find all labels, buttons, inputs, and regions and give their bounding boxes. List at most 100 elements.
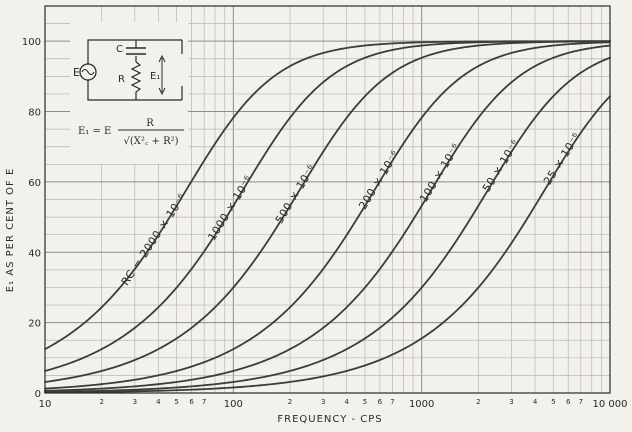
data-point — [289, 204, 291, 207]
x-minor-tick-label: 5 — [363, 398, 367, 406]
data-point — [289, 306, 291, 309]
data-point — [420, 286, 423, 289]
x-minor-tick-label: 7 — [202, 398, 206, 406]
y-tick-label: 0 — [35, 389, 41, 400]
source-label: E — [73, 66, 80, 79]
data-point — [133, 267, 136, 270]
series-line-1 — [44, 40, 610, 372]
series-line-5 — [44, 56, 611, 393]
data-point — [100, 306, 103, 309]
circuit-wires — [87, 39, 183, 101]
data-point — [214, 142, 216, 145]
series-line-2 — [44, 40, 611, 383]
data-point — [232, 381, 235, 383]
chart-curves — [44, 40, 611, 394]
y-tick-label: 100 — [22, 37, 41, 48]
data-point — [477, 41, 480, 44]
data-point — [420, 116, 423, 119]
x-minor-tick-label: 2 — [288, 398, 292, 406]
data-point — [552, 174, 555, 177]
y-tick-label: 40 — [28, 248, 41, 259]
x-minor-tick-label: 7 — [390, 398, 394, 406]
y-tick-label: 80 — [28, 108, 41, 119]
x-minor-tick-label: 5 — [174, 398, 178, 406]
formula-numerator: R — [146, 118, 154, 129]
output-label: E₁ — [150, 71, 160, 82]
series-line-6 — [44, 95, 611, 394]
x-minor-tick-label: 2 — [99, 398, 103, 406]
data-point — [232, 386, 235, 389]
data-point — [510, 150, 513, 153]
x-axis-label: FREQUENCY - CPS — [277, 414, 382, 425]
data-point — [322, 81, 325, 83]
sine-wave-icon — [81, 68, 95, 76]
series-line-4 — [44, 44, 611, 392]
data-point — [364, 337, 366, 340]
data-point — [579, 71, 582, 74]
data-point — [364, 95, 366, 98]
data-point — [579, 131, 582, 134]
x-minor-tick-label: 4 — [344, 398, 349, 406]
data-point — [232, 369, 235, 372]
data-point — [232, 116, 235, 119]
data-point — [175, 337, 178, 340]
inset-panel — [70, 22, 188, 164]
data-point — [477, 286, 480, 289]
data-point — [477, 44, 480, 47]
x-minor-tick-label: 3 — [321, 398, 325, 406]
data-point — [322, 150, 325, 153]
data-point — [477, 204, 480, 207]
formula-lhs: E₁ = E — [78, 126, 111, 137]
data-point — [232, 348, 235, 350]
data-point — [420, 41, 423, 44]
data-point — [175, 286, 178, 289]
data-point — [364, 286, 366, 289]
data-point — [510, 81, 513, 83]
data-point — [364, 364, 366, 367]
x-minor-tick-label: 4 — [156, 398, 161, 406]
data-point — [420, 337, 423, 340]
data-point — [175, 204, 178, 207]
data-point — [477, 65, 480, 68]
data-point — [420, 204, 423, 207]
x-tick-label: 100 — [224, 399, 243, 410]
y-axis-ticks: 0 20 40 60 80 100 — [22, 37, 41, 400]
x-tick-label: 1000 — [409, 399, 434, 410]
data-point — [322, 359, 325, 361]
data-point — [420, 56, 423, 59]
data-point — [322, 327, 325, 329]
data-point — [477, 116, 480, 119]
data-point — [133, 327, 136, 329]
x-minor-tick-label: 3 — [509, 398, 513, 406]
x-minor-tick-label: 5 — [551, 398, 555, 406]
x-minor-tick-label: 6 — [566, 398, 571, 406]
circuit-inset: E C R E₁ E₁ = E R √(X²꜀ + R²) — [70, 22, 188, 164]
data-point — [289, 65, 291, 68]
data-point — [133, 359, 136, 361]
data-point — [402, 142, 405, 145]
x-tick-label: 10 — [39, 399, 52, 410]
x-tick-label: 10 000 — [593, 399, 628, 410]
plot-frame — [44, 5, 611, 394]
data-point — [420, 44, 423, 47]
x-minor-tick-label: 3 — [133, 398, 137, 406]
data-point — [552, 56, 555, 59]
capacitor-icon — [126, 47, 146, 55]
data-point — [175, 369, 178, 372]
data-point — [322, 267, 325, 270]
resistor-icon — [130, 61, 142, 96]
data-point — [364, 44, 366, 47]
x-minor-tick-label: 6 — [378, 398, 383, 406]
output-arrow-icon — [158, 54, 166, 96]
resistor-label: R — [118, 74, 125, 85]
y-tick-label: 20 — [28, 319, 41, 330]
x-minor-tick-label: 6 — [189, 398, 194, 406]
x-minor-tick-label: 7 — [579, 398, 583, 406]
capacitor-label: C — [116, 44, 123, 55]
formula-denominator: √(X²꜀ + R²) — [123, 136, 178, 147]
data-point — [100, 348, 103, 350]
data-point — [232, 286, 235, 289]
data-point — [232, 204, 235, 207]
